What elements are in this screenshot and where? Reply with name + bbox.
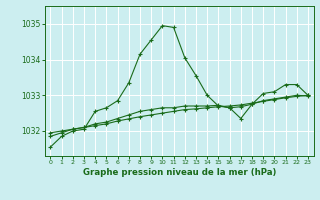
X-axis label: Graphe pression niveau de la mer (hPa): Graphe pression niveau de la mer (hPa) xyxy=(83,168,276,177)
